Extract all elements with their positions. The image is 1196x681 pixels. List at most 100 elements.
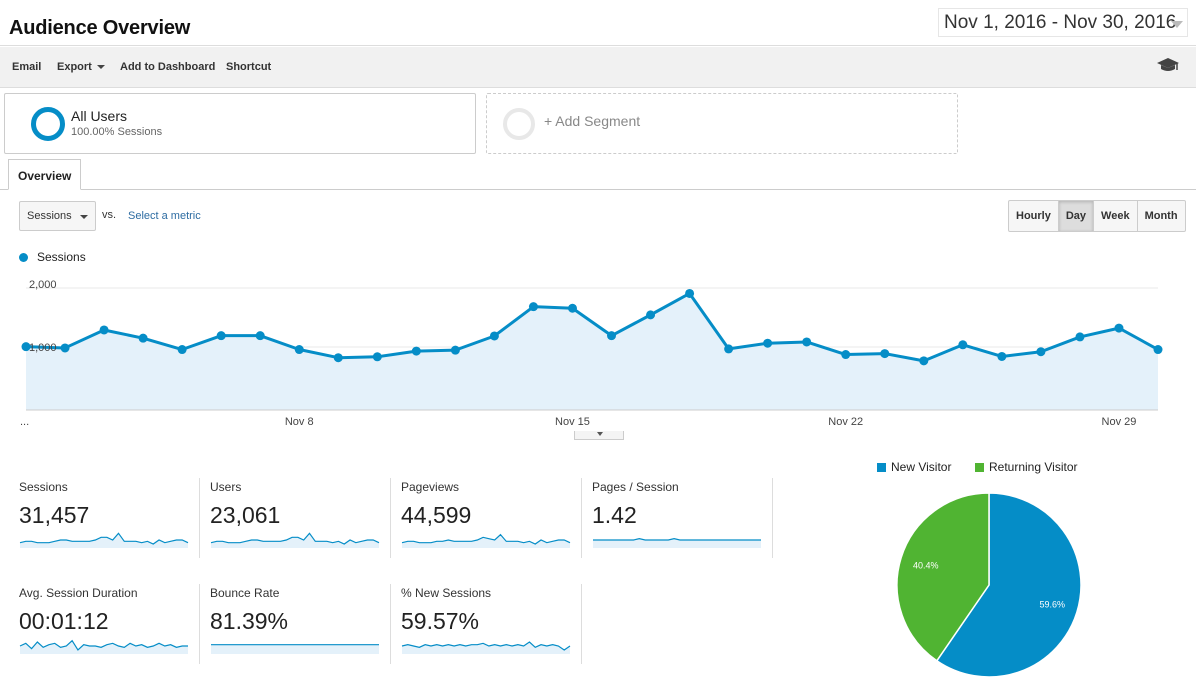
sessions-point[interactable] — [1075, 332, 1085, 342]
sessions-point[interactable] — [763, 338, 773, 348]
new-visitor-swatch — [877, 463, 886, 472]
x-tick-label: Nov 15 — [555, 416, 590, 428]
sessions-point[interactable] — [1153, 345, 1163, 355]
tab-overview[interactable]: Overview — [8, 159, 81, 190]
scorecard-pageviews[interactable]: Pageviews 44,599 — [401, 480, 582, 560]
x-tick-label: Nov 22 — [828, 416, 863, 428]
pie-legend-returning-visitor[interactable]: Returning Visitor — [975, 460, 1078, 474]
metric-select[interactable]: Sessions — [19, 201, 96, 231]
sessions-point[interactable] — [919, 356, 929, 366]
scorecard-value: 44,599 — [401, 502, 472, 528]
chevron-down-icon — [96, 65, 105, 70]
scorecard-avg-session-duration[interactable]: Avg. Session Duration 00:01:12 — [19, 586, 200, 666]
graduation-cap-icon[interactable] — [1156, 57, 1180, 75]
page-title: Audience Overview — [9, 17, 191, 39]
scorecard-value: 81.39% — [210, 608, 289, 634]
empty-segment-ring-icon — [503, 108, 535, 140]
scorecard-sparkline — [211, 644, 379, 654]
scorecard-sessions[interactable]: Sessions 31,457 — [19, 480, 200, 560]
sparkline-area — [211, 644, 379, 654]
shortcut-button[interactable]: Shortcut — [226, 61, 272, 73]
sparkline-line — [19, 532, 189, 545]
scorecard-value: 00:01:12 — [19, 608, 109, 634]
sessions-point[interactable] — [958, 340, 968, 350]
period-hourly-button[interactable]: Hourly — [1009, 201, 1059, 231]
scorecard-label: Users — [210, 480, 242, 494]
email-button[interactable]: Email — [12, 61, 42, 73]
sessions-point[interactable] — [450, 345, 460, 355]
y-tick-label: 1,000 — [29, 342, 57, 354]
sparkline-area — [20, 533, 188, 548]
scorecard-label: Pageviews — [401, 480, 460, 494]
sessions-point[interactable] — [294, 345, 304, 355]
sessions-point[interactable] — [411, 346, 421, 356]
add-segment-button[interactable]: + Add Segment — [486, 93, 958, 154]
sparkline-area — [20, 640, 188, 654]
sparkline-line — [401, 533, 571, 545]
select-metric-link[interactable]: Select a metric — [128, 210, 201, 222]
period-toggle: Hourly Day Week Month — [1008, 200, 1186, 232]
add-to-dashboard-button[interactable]: Add to Dashboard — [120, 61, 216, 73]
sessions-point[interactable] — [997, 351, 1007, 361]
scorecard-new-sessions[interactable]: % New Sessions 59.57% — [401, 586, 582, 666]
sessions-point[interactable] — [21, 342, 31, 352]
page-header: Audience Overview Nov 1, 2016 - Nov 30, … — [0, 0, 1196, 46]
scorecard-sparkline — [593, 538, 761, 548]
pie-legend-label: Returning Visitor — [989, 460, 1078, 474]
sessions-point[interactable] — [802, 337, 812, 347]
sessions-point[interactable] — [333, 353, 343, 363]
sessions-area — [26, 293, 1158, 410]
scorecard-value: 23,061 — [210, 502, 281, 528]
pie-slice-new-visitor[interactable] — [935, 492, 1082, 678]
sessions-point[interactable] — [528, 302, 538, 312]
scorecard-pages-per-session[interactable]: Pages / Session 1.42 — [592, 480, 773, 560]
returning-visitor-swatch — [975, 463, 984, 472]
chart-resize-handle[interactable] — [574, 431, 624, 440]
period-day-button[interactable]: Day — [1058, 201, 1095, 231]
scorecard-divider — [581, 584, 582, 664]
vs-label: vs. — [102, 209, 117, 221]
sessions-point[interactable] — [255, 331, 265, 341]
sessions-point[interactable] — [607, 331, 617, 341]
date-range-picker[interactable]: Nov 1, 2016 - Nov 30, 2016 — [938, 8, 1188, 37]
sessions-point[interactable] — [216, 331, 226, 341]
period-month-button[interactable]: Month — [1144, 210, 1178, 222]
sessions-point[interactable] — [1036, 347, 1046, 357]
sessions-point[interactable] — [724, 344, 734, 354]
sessions-point[interactable] — [685, 288, 695, 298]
scorecard-sparkline — [401, 533, 571, 548]
sparkline-line — [19, 639, 188, 651]
scorecard-bounce-rate[interactable]: Bounce Rate 81.39% — [210, 586, 391, 666]
scorecard-sparkline — [210, 532, 380, 548]
date-range-label: Nov 1, 2016 - Nov 30, 2016 — [944, 12, 1177, 33]
pie-slice-returning-visitor[interactable] — [896, 492, 990, 662]
sessions-point[interactable] — [177, 345, 187, 355]
scorecard-users[interactable]: Users 23,061 — [210, 480, 391, 560]
sessions-point[interactable] — [567, 303, 577, 313]
x-tick-label: Nov 29 — [1102, 416, 1137, 428]
sessions-point[interactable] — [138, 333, 148, 343]
add-segment-label: + Add Segment — [544, 113, 641, 129]
visitor-type-pie-chart: 59.6% 40.4% — [896, 492, 1082, 678]
scorecard-label: Bounce Rate — [210, 586, 280, 600]
pie-slice-label: 59.6% — [1039, 600, 1065, 610]
export-button[interactable]: Export — [57, 61, 105, 73]
x-tick-label: Nov 8 — [285, 416, 314, 428]
sessions-point[interactable] — [489, 331, 499, 341]
metric-select-label: Sessions — [27, 210, 72, 222]
sessions-point[interactable] — [99, 325, 109, 335]
sessions-line — [25, 291, 1159, 363]
sessions-point[interactable] — [60, 343, 70, 353]
sessions-point[interactable] — [880, 349, 890, 359]
scorecard-divider — [390, 478, 391, 558]
sessions-point[interactable] — [372, 352, 382, 362]
sessions-point[interactable] — [841, 350, 851, 360]
period-week-button[interactable]: Week — [1094, 201, 1138, 231]
pie-legend-new-visitor[interactable]: New Visitor — [877, 460, 951, 474]
sessions-point[interactable] — [1114, 323, 1124, 333]
x-tick-label: ... — [20, 416, 29, 428]
sessions-point[interactable] — [646, 310, 656, 320]
report-toolbar: Email Export Add to Dashboard Shortcut — [0, 47, 1196, 88]
segment-subtitle: 100.00% Sessions — [71, 126, 163, 138]
segment-all-users[interactable]: All Users 100.00% Sessions — [4, 93, 476, 154]
